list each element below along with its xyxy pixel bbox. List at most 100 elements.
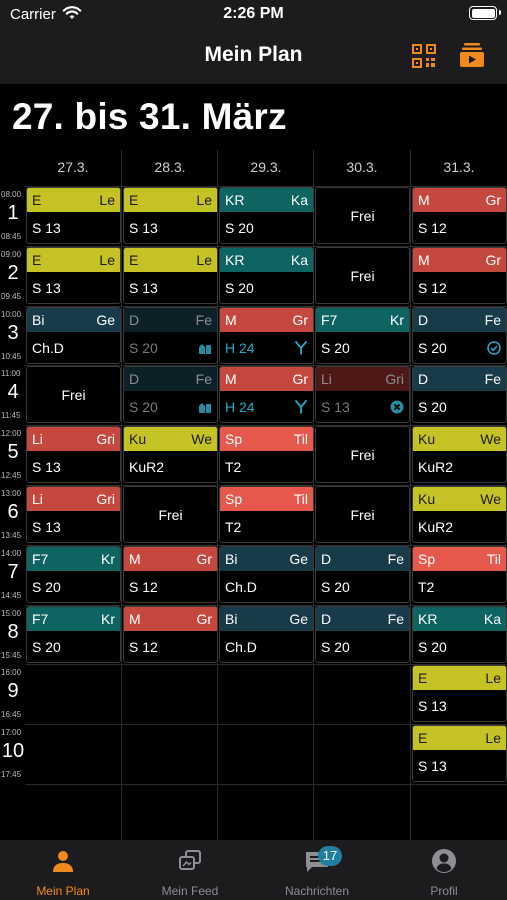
teacher-label: Le xyxy=(196,192,212,208)
grid-line xyxy=(25,306,507,307)
free-slot[interactable]: Frei xyxy=(315,486,410,543)
lesson-card[interactable]: M Gr H 24 xyxy=(219,307,314,364)
period-start-time: 09:00 xyxy=(1,250,22,259)
grid-line xyxy=(25,605,507,606)
lesson-header: Bi Ge xyxy=(220,547,313,571)
free-slot[interactable]: Frei xyxy=(315,247,410,304)
lesson-header: KR Ka xyxy=(220,248,313,272)
period-label: 16:00 9 16:45 xyxy=(0,668,26,724)
lesson-room-row: H 24 xyxy=(220,332,313,363)
lesson-card[interactable]: F7 Kr S 20 xyxy=(26,546,121,603)
teacher-label: Til xyxy=(486,551,501,567)
tab-nachrichten[interactable]: 17 Nachrichten xyxy=(254,840,380,900)
tab-mein-feed[interactable]: Mein Feed xyxy=(127,840,253,900)
lesson-card[interactable]: KR Ka S 20 xyxy=(412,606,507,663)
period-label: 10:00 3 10:45 xyxy=(0,310,26,366)
day-header: 27.3. xyxy=(57,159,89,175)
tab-profil[interactable]: Profil xyxy=(381,840,507,900)
period-end-time: 14:45 xyxy=(1,591,22,600)
lesson-card[interactable]: E Le S 13 xyxy=(26,247,121,304)
tab-mein-plan[interactable]: Mein Plan xyxy=(0,840,126,900)
lesson-header: D Fe xyxy=(316,607,409,631)
subject-label: D xyxy=(418,371,429,387)
lesson-card[interactable]: D Fe S 20 xyxy=(123,366,218,423)
lesson-room-row: KuR2 xyxy=(413,451,506,482)
lesson-card[interactable]: KR Ka S 20 xyxy=(219,247,314,304)
lesson-card[interactable]: D Fe S 20 xyxy=(315,606,410,663)
lesson-card[interactable]: F7 Kr S 20 xyxy=(26,606,121,663)
lesson-room-row: S 12 xyxy=(124,571,217,602)
lesson-room-row: S 20 xyxy=(220,272,313,303)
teacher-label: Gr xyxy=(196,611,212,627)
lesson-card[interactable]: Li Gri S 13 xyxy=(26,426,121,483)
room-label: S 13 xyxy=(32,279,61,296)
teacher-label: Le xyxy=(485,730,501,746)
plan-stack-icon[interactable] xyxy=(458,41,486,69)
feed-icon xyxy=(179,850,201,870)
room-label: S 13 xyxy=(129,279,158,296)
grid-line xyxy=(410,150,411,840)
subject-label: F7 xyxy=(321,312,338,328)
free-slot[interactable]: Frei xyxy=(315,426,410,483)
qr-code-icon[interactable] xyxy=(411,43,437,69)
lesson-card[interactable]: D Fe S 20 xyxy=(123,307,218,364)
lesson-room-row: S 20 xyxy=(316,631,409,662)
lesson-card[interactable]: E Le S 13 xyxy=(123,247,218,304)
free-slot[interactable]: Frei xyxy=(315,187,410,244)
lesson-room-row: S 20 xyxy=(124,332,217,363)
lesson-card[interactable]: Sp Til T2 xyxy=(219,486,314,543)
wifi-icon xyxy=(62,6,82,19)
teacher-label: Gr xyxy=(292,312,308,328)
lesson-card[interactable]: D Fe S 20 xyxy=(412,366,507,423)
subject-label: E xyxy=(418,730,428,746)
period-label: 08:00 1 08:45 xyxy=(0,190,26,246)
lesson-card[interactable]: M Gr S 12 xyxy=(412,187,507,244)
lesson-card[interactable]: M Gr S 12 xyxy=(123,546,218,603)
free-label: Frei xyxy=(350,207,375,224)
lesson-card[interactable]: Bi Ge Ch.D xyxy=(219,546,314,603)
lesson-card[interactable]: KR Ka S 20 xyxy=(219,187,314,244)
lesson-header: M Gr xyxy=(124,547,217,571)
teacher-label: Ka xyxy=(483,611,501,627)
lesson-room-row: S 20 xyxy=(27,571,120,602)
lesson-card[interactable]: Bi Ge Ch.D xyxy=(26,307,121,364)
lesson-card[interactable]: Sp Til T2 xyxy=(412,546,507,603)
room-label: S 13 xyxy=(321,398,350,415)
period-number: 2 xyxy=(7,262,19,284)
subject-label: Sp xyxy=(225,491,243,507)
lesson-card[interactable]: F7 Kr S 20 xyxy=(315,307,410,364)
room-label: S 20 xyxy=(418,398,447,415)
lesson-card[interactable]: Li Gri S 13 xyxy=(26,486,121,543)
lesson-card[interactable]: D Fe S 20 xyxy=(412,307,507,364)
lesson-room-row: S 20 xyxy=(413,631,506,662)
teacher-label: Ge xyxy=(289,611,308,627)
free-slot[interactable]: Frei xyxy=(123,486,218,543)
free-slot[interactable]: Frei xyxy=(26,366,121,423)
room-label: H 24 xyxy=(225,339,255,356)
lesson-card[interactable]: D Fe S 20 xyxy=(315,546,410,603)
lesson-header: Sp Til xyxy=(413,547,506,571)
lesson-card[interactable]: E Le S 13 xyxy=(412,665,507,722)
lesson-card[interactable]: E Le S 13 xyxy=(412,725,507,782)
subject-label: KR xyxy=(225,252,245,268)
lesson-card[interactable]: M Gr S 12 xyxy=(412,247,507,304)
room-change-icon xyxy=(199,343,211,354)
lesson-card[interactable]: Sp Til T2 xyxy=(219,426,314,483)
lesson-card[interactable]: E Le S 13 xyxy=(26,187,121,244)
period-start-time: 08:00 xyxy=(1,190,22,199)
lesson-card[interactable]: Bi Ge Ch.D xyxy=(219,606,314,663)
room-label: S 12 xyxy=(418,219,447,236)
day-header: 30.3. xyxy=(346,159,378,175)
status-time: 2:26 PM xyxy=(223,5,284,22)
lesson-card[interactable]: Ku We KuR2 xyxy=(123,426,218,483)
lesson-card[interactable]: E Le S 13 xyxy=(123,187,218,244)
lesson-card[interactable]: Ku We KuR2 xyxy=(412,426,507,483)
lesson-card[interactable]: Li Gri S 13 xyxy=(315,366,410,423)
teacher-label: Fe xyxy=(484,312,501,328)
lesson-card[interactable]: M Gr S 12 xyxy=(123,606,218,663)
lesson-card[interactable]: Ku We KuR2 xyxy=(412,486,507,543)
lesson-header: Ku We xyxy=(413,427,506,451)
teacher-label: Til xyxy=(293,431,308,447)
lesson-card[interactable]: M Gr H 24 xyxy=(219,366,314,423)
period-end-time: 11:45 xyxy=(1,411,21,420)
